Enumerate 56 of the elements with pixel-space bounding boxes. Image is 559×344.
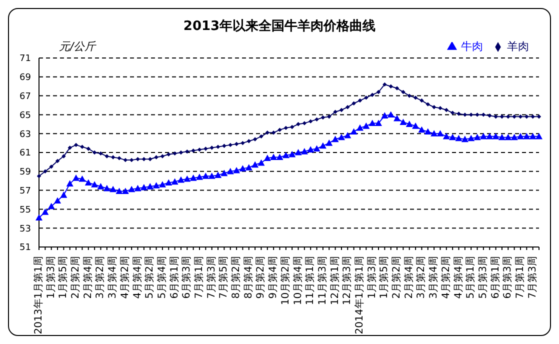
x-tick-label: 5月第3周 [476, 256, 489, 299]
x-tick-label: 10月第2周 [279, 256, 292, 306]
x-tick-label: 7月第3周 [205, 256, 218, 299]
x-tick-label: 12月第1周 [328, 256, 341, 306]
legend-label: 牛肉 [461, 40, 483, 53]
legend-label: 羊肉 [507, 40, 529, 53]
x-tick-label: 1月第3周 [366, 256, 378, 299]
x-tick-label: 11月第3周 [316, 256, 328, 306]
y-tick-label: 53 [20, 224, 31, 234]
x-tick-label: 5月第1周 [464, 256, 477, 299]
x-tick-label: 10月第4周 [292, 256, 304, 306]
x-tick-label: 1月第5周 [378, 256, 390, 299]
y-tick-label: 59 [20, 168, 32, 178]
x-tick-label: 6月第1周 [168, 256, 180, 299]
x-tick-label: 7月第1周 [192, 256, 205, 299]
x-tick-label: 3月第4周 [428, 256, 440, 299]
x-tick-label: 7月第3周 [526, 256, 538, 299]
x-tick-label: 2月第4周 [402, 256, 415, 299]
x-tick-label: 5月第2周 [144, 256, 156, 299]
x-tick-label: 2013年1月第1周 [32, 256, 44, 334]
y-tick-label: 67 [20, 92, 31, 102]
x-tick-label: 3月第2周 [415, 256, 428, 299]
x-tick-label: 1月第3周 [44, 256, 57, 299]
x-tick-label: 2月第2周 [70, 256, 82, 299]
y-tick-label: 71 [20, 54, 31, 64]
y-tick-label: 55 [20, 205, 31, 216]
x-tick-label: 6月第3周 [502, 256, 514, 299]
x-tick-label: 9月第2周 [254, 256, 267, 299]
x-tick-label: 9月第4周 [267, 256, 280, 299]
x-tick-label: 7月第5周 [218, 256, 230, 299]
x-tick-label: 4月第2周 [440, 256, 452, 299]
x-tick-label: 8月第2周 [230, 256, 242, 299]
x-tick-label: 3月第2周 [94, 256, 106, 299]
x-tick-label: 12月第3周 [341, 256, 354, 306]
x-tick-label: 5月第4周 [156, 256, 168, 299]
y-tick-label: 61 [20, 148, 31, 159]
x-tick-label: 4月第4周 [452, 256, 464, 299]
x-tick-label: 6月第3周 [180, 256, 193, 299]
x-tick-label: 2月第2周 [390, 256, 403, 299]
y-tick-label: 63 [20, 130, 31, 140]
x-tick-label: 2月第4周 [82, 256, 94, 299]
y-tick-label: 57 [20, 186, 31, 196]
x-tick-label: 4月第2周 [118, 256, 131, 299]
chart-title: 2013年以来全国牛羊肉价格曲线 [182, 18, 377, 35]
x-tick-label: 4月第4周 [131, 256, 144, 299]
x-tick-label: 3月第4周 [106, 256, 119, 299]
x-tick-label: 7月第1周 [514, 256, 526, 299]
y-axis-title: 元/公斤 [59, 39, 96, 54]
y-tick-label: 69 [20, 73, 32, 84]
x-tick-label: 8月第4周 [242, 256, 254, 299]
x-tick-label: 2014年1月第1周 [353, 256, 366, 334]
x-tick-label: 11月第1周 [304, 256, 316, 306]
y-tick-label: 65 [20, 110, 31, 121]
x-tick-label: 6月第1周 [489, 256, 502, 299]
x-tick-label: 1月第5周 [57, 256, 70, 299]
y-tick-label: 51 [20, 243, 31, 254]
